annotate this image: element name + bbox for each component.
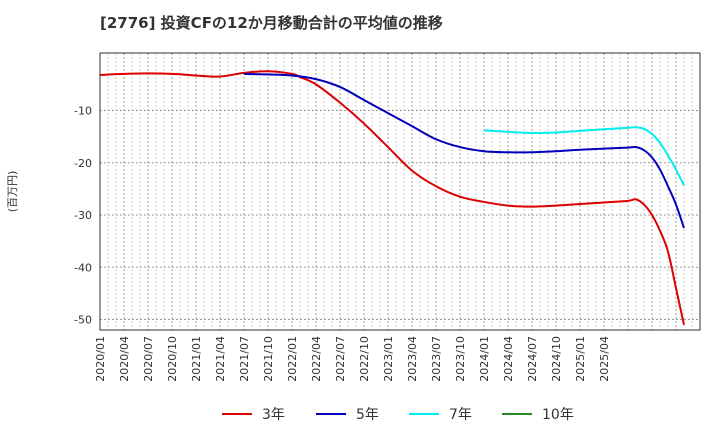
- x-tick-label: 2021/10: [262, 336, 275, 382]
- x-tick-label: 2020/10: [166, 336, 179, 382]
- x-tick-label: 2021/07: [238, 336, 251, 382]
- y-tick-label: -50: [74, 314, 92, 327]
- y-tick-label: -10: [74, 104, 92, 117]
- x-tick-label: 2024/01: [478, 336, 491, 382]
- x-tick-label: 2023/01: [382, 336, 395, 382]
- x-tick-label: 2020/04: [118, 336, 131, 382]
- y-axis-label: (百万円): [6, 171, 19, 213]
- x-tick-label: 2025/01: [574, 336, 587, 382]
- x-tick-label: 2022/04: [310, 336, 323, 382]
- x-tick-label: 2023/04: [406, 336, 419, 382]
- y-tick-label: -40: [74, 261, 92, 274]
- x-tick-label: 2022/07: [334, 336, 347, 382]
- x-tick-label: 2025/04: [598, 336, 611, 382]
- chart-title: [2776] 投資CFの12か月移動合計の平均値の推移: [100, 14, 443, 32]
- series-layer: [99, 70, 685, 325]
- grid-layer: [100, 53, 700, 330]
- legend-label: 3年: [262, 407, 285, 423]
- legend-label: 5年: [356, 407, 379, 423]
- legend-label: 10年: [542, 407, 574, 423]
- legend-label: 7年: [449, 407, 472, 423]
- x-tick-label: 2024/10: [550, 336, 563, 382]
- x-tick-label: 2022/01: [286, 336, 299, 382]
- x-tick-label: 2023/10: [454, 336, 467, 382]
- x-tick-label: 2024/04: [502, 336, 515, 382]
- y-tick-label: -30: [74, 209, 92, 222]
- series-line-5年: [243, 72, 685, 229]
- y-tick-label: -20: [74, 157, 92, 170]
- legend: 3年 5年 7年 10年: [222, 407, 574, 423]
- series-line-3年: [99, 70, 685, 325]
- x-tick-label: 2020/07: [142, 336, 155, 382]
- x-tick-label: 2021/01: [190, 336, 203, 382]
- series-line-7年: [483, 126, 685, 186]
- plot-area: [100, 53, 700, 330]
- x-tick-label: 2023/07: [430, 336, 443, 382]
- x-tick-label: 2021/04: [214, 336, 227, 382]
- x-tick-label: 2024/07: [526, 336, 539, 382]
- x-tick-label: 2022/10: [358, 336, 371, 382]
- plot-frame: [99, 52, 701, 331]
- x-tick-label: 2020/01: [94, 336, 107, 382]
